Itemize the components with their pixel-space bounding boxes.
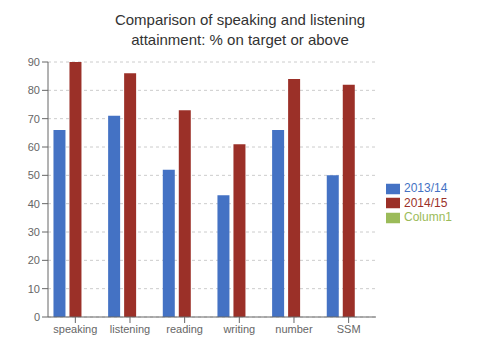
svg-text:listening: listening (110, 323, 150, 335)
svg-text:writing: writing (222, 323, 255, 335)
svg-text:0: 0 (34, 311, 40, 323)
html-text:Comparison of speaking and lis: Comparison of speaking and listening (114, 11, 366, 28)
html-text:Column1: Column1 (404, 210, 452, 225)
svg-text:number: number (275, 323, 313, 335)
svg-text:40: 40 (28, 198, 40, 210)
html-text:2013/14: 2013/14 (404, 180, 448, 195)
svg-text:80: 80 (28, 84, 40, 96)
svg-text:90: 90 (28, 56, 40, 68)
svg-text:SSM: SSM (337, 323, 361, 335)
svg-text:20: 20 (28, 254, 40, 266)
html-text:2014/15: 2014/15 (404, 195, 448, 210)
svg-text:reading: reading (166, 323, 203, 335)
svg-text:60: 60 (28, 141, 40, 153)
svg-text:50: 50 (28, 169, 40, 181)
svg-text:70: 70 (28, 113, 40, 125)
svg-text:30: 30 (28, 226, 40, 238)
svg-text:10: 10 (28, 283, 40, 295)
svg-text:speaking: speaking (53, 323, 97, 335)
html-text:attainment: % on target or abo: attainment: % on target or above (131, 31, 349, 48)
